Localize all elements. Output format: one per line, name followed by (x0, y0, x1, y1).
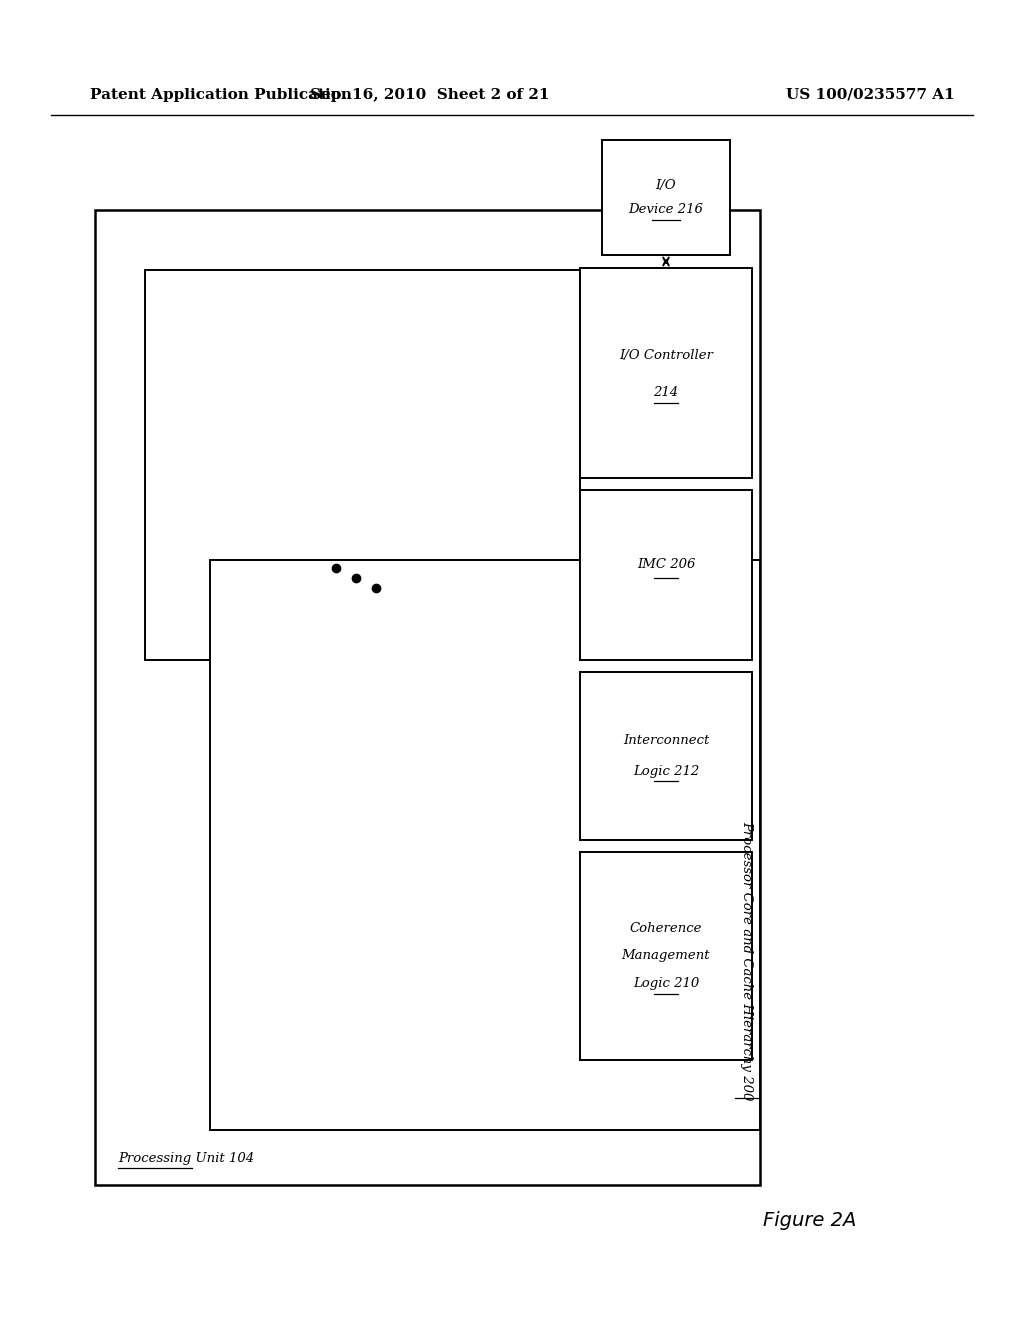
Text: Device 216: Device 216 (629, 203, 703, 216)
Text: Logic 210: Logic 210 (633, 978, 699, 990)
Bar (580, 268, 752, 478)
Text: Interconnect: Interconnect (623, 734, 710, 747)
Bar (95, 210, 760, 1185)
Bar (602, 140, 730, 255)
Bar (210, 560, 760, 1130)
Text: Processing Unit 104: Processing Unit 104 (118, 1152, 254, 1166)
Text: US 100/0235577 A1: US 100/0235577 A1 (785, 88, 954, 102)
Text: I/O Controller: I/O Controller (618, 348, 713, 362)
Bar (580, 851, 752, 1060)
Bar (580, 490, 752, 660)
Text: Figure 2A: Figure 2A (763, 1210, 857, 1229)
Text: Patent Application Publication: Patent Application Publication (90, 88, 352, 102)
Text: Processor Core and Cache Hierarchy 200: Processor Core and Cache Hierarchy 200 (740, 821, 753, 1100)
Text: 214: 214 (653, 387, 679, 400)
Text: I/O: I/O (655, 180, 676, 191)
Bar (145, 271, 580, 660)
Bar (580, 672, 752, 840)
Text: Management: Management (622, 949, 711, 962)
Text: Logic 212: Logic 212 (633, 764, 699, 777)
Text: Sep. 16, 2010  Sheet 2 of 21: Sep. 16, 2010 Sheet 2 of 21 (310, 88, 550, 102)
Text: Coherence: Coherence (630, 921, 702, 935)
Text: IMC 206: IMC 206 (637, 558, 695, 572)
